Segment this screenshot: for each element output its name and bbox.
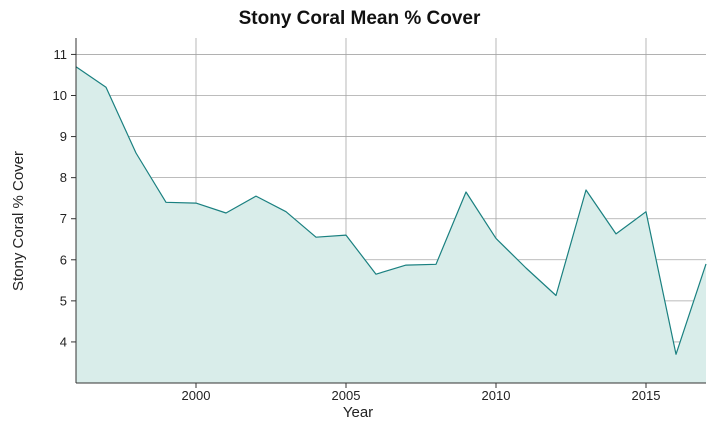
y-tick-label: 5 bbox=[60, 293, 67, 308]
series-line bbox=[75, 66, 707, 355]
axes bbox=[71, 38, 706, 388]
x-tick-label: 2005 bbox=[332, 388, 361, 403]
x-tick-label: 2015 bbox=[632, 388, 661, 403]
y-tick-label: 11 bbox=[54, 47, 68, 62]
tick-labels: 4 5 6 7 8 9 10 11 2000 2005 2010 2015 bbox=[53, 47, 661, 403]
x-axis-title: Year bbox=[343, 404, 373, 421]
y-tick-label: 8 bbox=[60, 170, 67, 185]
y-tick-label: 6 bbox=[60, 252, 67, 267]
chart-title: Stony Coral Mean % Cover bbox=[238, 8, 481, 29]
y-tick-label: 4 bbox=[60, 334, 67, 349]
y-axis-title: Stony Coral % Cover bbox=[10, 151, 27, 291]
x-tick-label: 2010 bbox=[482, 388, 511, 403]
area-fill bbox=[76, 66, 706, 384]
x-tick-label: 2000 bbox=[182, 388, 211, 403]
y-tick-label: 10 bbox=[53, 88, 67, 103]
y-tick-label: 9 bbox=[60, 129, 67, 144]
y-tick-label: 7 bbox=[60, 211, 67, 226]
